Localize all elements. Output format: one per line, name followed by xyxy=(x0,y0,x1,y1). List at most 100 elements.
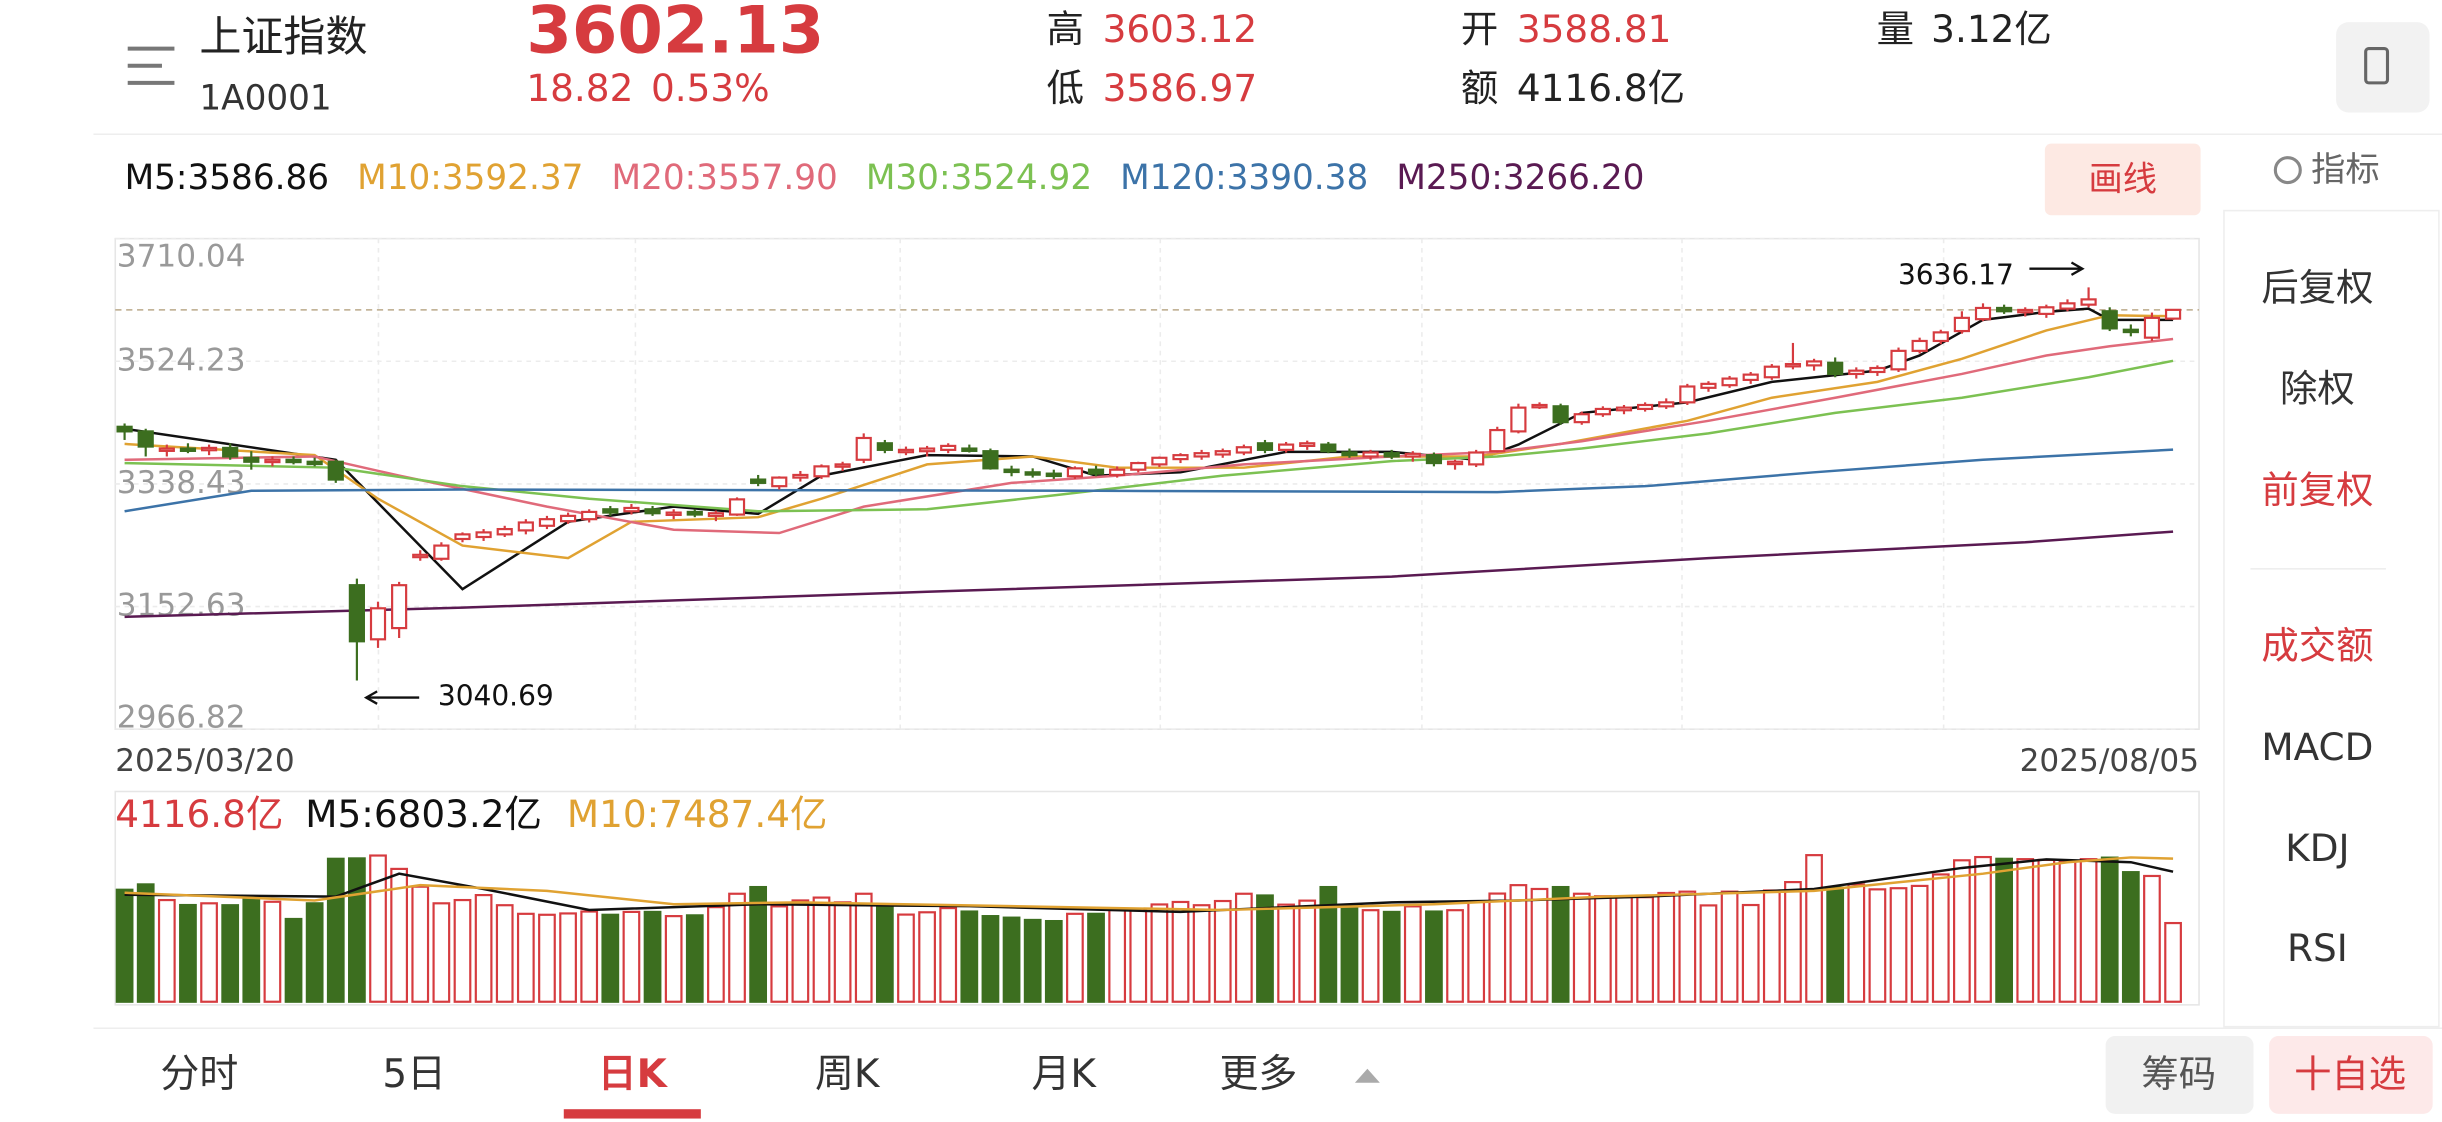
open-label: 开 xyxy=(1461,7,1498,51)
volume-bar xyxy=(1784,881,1802,1003)
candle-body xyxy=(961,447,978,452)
volume-label: 量 xyxy=(1877,7,1914,51)
volume-bar xyxy=(1974,855,1992,1003)
volume-bar xyxy=(369,854,387,1003)
volume-bar xyxy=(1446,909,1464,1003)
candle-body xyxy=(496,527,513,536)
candle-body xyxy=(1109,468,1126,477)
volume-bar xyxy=(1910,884,1929,1003)
price-adjust-option[interactable]: 成交额 xyxy=(2261,624,2373,668)
candle-body xyxy=(1869,366,1886,374)
volume-bar xyxy=(1572,892,1591,1003)
volume-bar xyxy=(1403,905,1422,1003)
volume-bar xyxy=(1425,910,1443,1003)
price-adjust-option[interactable]: 除权 xyxy=(2280,367,2355,411)
volume-bar xyxy=(1868,888,1887,1003)
candle-body xyxy=(918,447,936,453)
more-arrow[interactable] xyxy=(1354,1068,1380,1083)
volume-bar xyxy=(1615,896,1633,1003)
volume-bar xyxy=(453,898,472,1003)
draw-button[interactable] xyxy=(2044,143,2201,216)
price-adjust-option[interactable]: RSI xyxy=(2287,926,2348,970)
candle-body xyxy=(222,446,239,458)
volume-bar xyxy=(1002,916,1021,1003)
candle-body xyxy=(306,460,323,466)
volume-ma-legend: M5:6803.2亿 xyxy=(305,792,542,836)
candle-body xyxy=(1848,369,1865,376)
tab[interactable]: 更多 xyxy=(1219,1052,1297,1097)
volume-bar xyxy=(1551,885,1570,1003)
volume-bar xyxy=(601,913,620,1003)
volume-bar xyxy=(1509,884,1528,1003)
watchlist-button[interactable] xyxy=(2269,1036,2433,1114)
volume-bar xyxy=(305,902,324,1003)
rotate-button[interactable] xyxy=(2336,22,2430,113)
price-adjust-option[interactable]: KDJ xyxy=(2285,826,2349,870)
menu-icon[interactable] xyxy=(127,46,175,85)
volume-bar xyxy=(1636,896,1654,1003)
candle-body xyxy=(1637,403,1654,411)
indicator-icon xyxy=(2273,156,2302,185)
candle-body xyxy=(1024,471,1041,476)
volume-bar xyxy=(432,902,451,1003)
change-pct: 0.53% xyxy=(651,66,770,110)
candle-body xyxy=(1341,451,1358,457)
tab[interactable]: 5日 xyxy=(382,1052,446,1097)
volume-bar xyxy=(221,904,240,1003)
ma-legend-item: M30:3524.92 xyxy=(866,158,1092,198)
candle-body xyxy=(1552,405,1569,424)
volume-bar xyxy=(242,897,261,1003)
candle-body xyxy=(1256,442,1274,451)
volume-bar xyxy=(664,915,683,1003)
volume-bar xyxy=(516,912,535,1003)
volume-bar xyxy=(622,910,641,1003)
volume-bar xyxy=(1467,900,1486,1003)
volume-bar xyxy=(685,914,704,1003)
candle-body xyxy=(623,506,640,513)
volume-bar xyxy=(939,906,958,1003)
candle-body xyxy=(1383,452,1400,458)
candle-body xyxy=(1003,468,1020,474)
end-date: 2025/08/05 xyxy=(2020,743,2199,779)
candle-body xyxy=(2164,308,2182,320)
tab[interactable]: 月K xyxy=(1031,1052,1097,1097)
candle-body xyxy=(116,425,133,433)
candle-body xyxy=(1404,452,1421,458)
volume-bar xyxy=(1234,892,1253,1003)
y-tick-label: 2966.82 xyxy=(117,699,246,735)
candle-body xyxy=(1151,456,1168,466)
indicator-button[interactable]: 指标 xyxy=(2311,150,2380,190)
moving-average-line xyxy=(124,530,2174,619)
volume-bar xyxy=(2079,858,2098,1003)
volume-bar xyxy=(981,915,1000,1003)
price-adjust-option[interactable]: 前复权 xyxy=(2261,468,2373,512)
volume-ma-legend: M10:7487.4亿 xyxy=(567,792,827,836)
volume-bar xyxy=(136,883,155,1003)
watchlist-button-label: 十自选 xyxy=(2294,1052,2406,1096)
chip-button[interactable] xyxy=(2105,1036,2254,1114)
candle-body xyxy=(285,458,302,464)
candle-body xyxy=(940,444,957,451)
volume-bar xyxy=(770,905,789,1003)
volume-bar xyxy=(348,857,366,1003)
volume-bar xyxy=(1720,890,1739,1003)
price-adjust-option[interactable]: MACD xyxy=(2261,725,2373,769)
tab[interactable]: 日K xyxy=(598,1052,669,1097)
candle-body xyxy=(412,553,429,559)
volume-bar xyxy=(833,901,852,1003)
candle-body xyxy=(327,460,344,481)
open: 3588.81 xyxy=(1517,7,1672,51)
candle-body xyxy=(1911,339,1928,352)
price-adjust-option[interactable]: 后复权 xyxy=(2261,266,2373,310)
tab[interactable]: 分时 xyxy=(160,1052,238,1097)
tab[interactable]: 周K xyxy=(815,1052,881,1097)
candle-body xyxy=(1299,442,1316,447)
volume-ma-line xyxy=(124,856,2174,912)
volume-bar xyxy=(1699,904,1718,1003)
chip-button-label: 筹码 xyxy=(2141,1052,2216,1096)
volume-bar xyxy=(1741,903,1760,1003)
min-annotation: 3040.69 xyxy=(438,680,554,713)
candle-body xyxy=(834,463,851,468)
volume-bar xyxy=(812,896,831,1003)
